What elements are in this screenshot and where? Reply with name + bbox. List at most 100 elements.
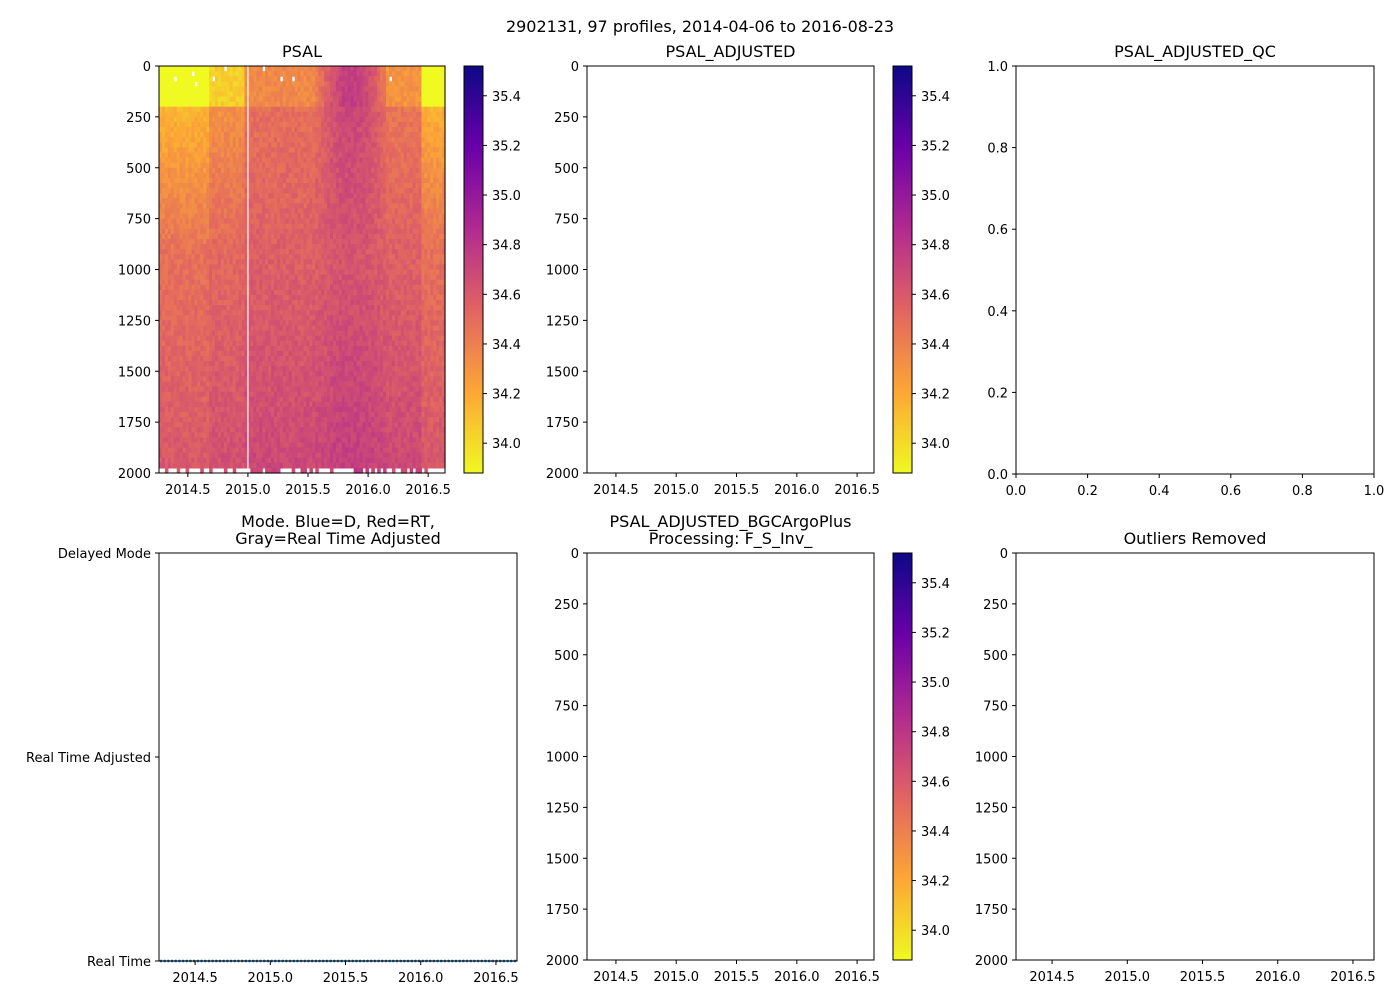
psal-cell xyxy=(176,264,181,271)
psal-cell xyxy=(159,157,163,164)
psal-cell xyxy=(167,442,172,449)
psal-cell xyxy=(241,228,246,235)
psal-cell xyxy=(226,376,231,383)
psal-cell xyxy=(276,208,281,215)
psal-cell xyxy=(256,411,260,418)
psal-cell xyxy=(179,91,184,98)
psal-cell xyxy=(315,320,319,327)
psal-cell xyxy=(200,345,204,352)
psal-cell xyxy=(220,238,225,245)
psal-cell xyxy=(332,284,337,291)
psal-cell xyxy=(300,167,305,174)
psal-cell xyxy=(288,447,293,454)
psal-cell xyxy=(167,427,172,433)
psal-cell xyxy=(276,101,281,108)
psal-cell xyxy=(182,101,187,108)
psal-cell xyxy=(164,244,169,250)
psal-cell xyxy=(315,223,319,230)
psal-cell xyxy=(223,320,228,327)
psal-cell xyxy=(335,462,340,469)
psal-cell xyxy=(341,193,346,199)
psal-cell xyxy=(238,386,243,393)
psal-cell xyxy=(226,137,231,143)
psal-cell xyxy=(203,208,207,215)
psal-cell xyxy=(294,340,299,347)
psal-cell xyxy=(191,183,195,189)
psal-cell xyxy=(159,193,163,199)
psal-cell xyxy=(294,361,299,367)
psal-cell xyxy=(161,71,166,77)
psal-cell xyxy=(294,284,299,291)
psal-cell xyxy=(173,422,178,428)
psal-cell xyxy=(170,152,175,159)
psal-cell xyxy=(273,432,278,438)
psal-cell xyxy=(303,254,308,260)
psal-cell xyxy=(327,320,331,327)
psal-cell xyxy=(265,457,269,464)
psal-cell xyxy=(285,233,290,240)
psal-cell xyxy=(297,452,302,459)
psal-cell xyxy=(209,203,213,210)
psal-cell xyxy=(194,350,198,357)
psal-cell xyxy=(321,355,325,362)
psal-cell xyxy=(303,203,308,210)
psal-cell xyxy=(159,325,163,332)
psal-cell xyxy=(268,376,272,383)
psal-cell xyxy=(285,162,290,169)
psal-cell xyxy=(256,137,260,143)
psal-cell xyxy=(203,442,207,449)
psal-cell xyxy=(315,457,319,464)
psal-cell xyxy=(241,386,246,393)
psal-cell xyxy=(273,422,278,428)
psal-cell xyxy=(194,76,198,82)
psal-cell xyxy=(164,442,169,449)
psal-cell xyxy=(256,340,260,347)
psal-cell xyxy=(170,76,175,82)
psal-cell xyxy=(285,305,290,311)
psal-cell xyxy=(309,350,313,357)
psal-cell xyxy=(256,71,260,77)
psal-cell xyxy=(315,208,319,215)
psal-cell xyxy=(297,279,302,286)
psal-cell xyxy=(338,315,343,321)
psal-cell xyxy=(265,162,269,169)
psal-cell xyxy=(273,350,278,357)
psal-cell xyxy=(241,208,246,215)
psal-cell xyxy=(200,101,204,108)
psal-cell xyxy=(318,462,322,469)
psal-cell xyxy=(194,244,198,250)
psal-cell xyxy=(217,223,222,230)
psal-cell xyxy=(167,330,172,337)
psal-cell xyxy=(188,228,193,235)
psal-cell xyxy=(232,183,237,189)
psal-cell xyxy=(217,310,222,316)
psal-cell xyxy=(318,71,322,77)
psal-cell xyxy=(188,345,193,352)
psal-cell xyxy=(309,294,313,301)
psal-cell xyxy=(223,427,228,433)
psal-cell xyxy=(341,228,346,235)
psal-cell xyxy=(200,249,204,255)
psal-cell xyxy=(271,289,275,296)
psal-cell xyxy=(335,244,340,250)
psal-cell xyxy=(294,437,299,444)
psal-cell xyxy=(212,101,216,108)
psal-cell xyxy=(321,198,325,204)
psal-cell xyxy=(265,422,269,428)
psal-cell xyxy=(191,401,195,408)
psal-cell xyxy=(324,437,328,444)
psal-cell xyxy=(215,442,219,449)
psal-cell xyxy=(306,355,310,362)
psal-cell xyxy=(332,310,337,316)
psal-cell xyxy=(338,116,343,123)
psal-cell xyxy=(238,127,243,133)
psal-cell xyxy=(268,238,272,245)
psal-cell xyxy=(300,345,305,352)
psal-cell xyxy=(235,340,240,347)
psal-cell xyxy=(176,218,181,225)
psal-cell xyxy=(276,381,281,388)
psal-cell xyxy=(197,462,201,469)
psal-cell xyxy=(247,452,251,459)
psal-cell xyxy=(285,183,290,189)
psal-cell xyxy=(197,106,201,113)
